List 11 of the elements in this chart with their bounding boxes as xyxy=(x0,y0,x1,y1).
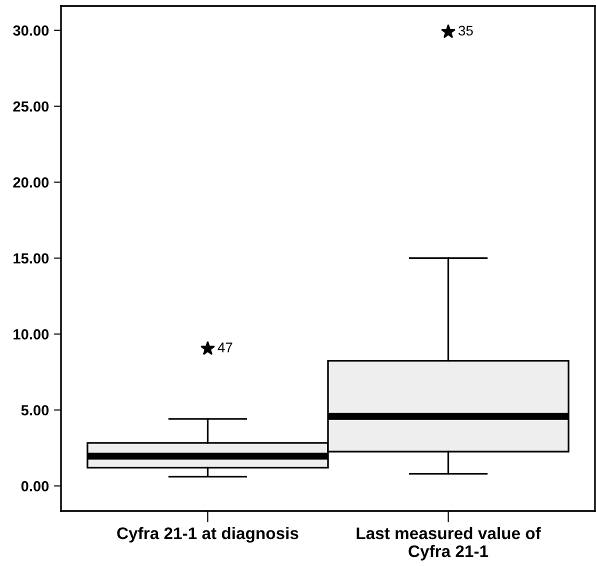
y-tick-label: 10.00 xyxy=(14,329,49,340)
annotation: 35 xyxy=(458,26,473,36)
y-tick-label: 20.00 xyxy=(13,177,49,188)
x-tick-label: Last measured value of Cyfra 21-1 xyxy=(356,526,541,560)
y-tick-label: 0.00 xyxy=(21,481,49,492)
y-tick-label: 5.00 xyxy=(21,405,49,416)
annotation: 47 xyxy=(218,342,232,352)
y-tick-label: 15.00 xyxy=(14,253,49,264)
y-tick-label: 30.00 xyxy=(13,25,49,36)
x-tick-label: Cyfra 21-1 at diagnosis xyxy=(117,526,298,543)
y-tick-label: 25.00 xyxy=(13,101,49,112)
